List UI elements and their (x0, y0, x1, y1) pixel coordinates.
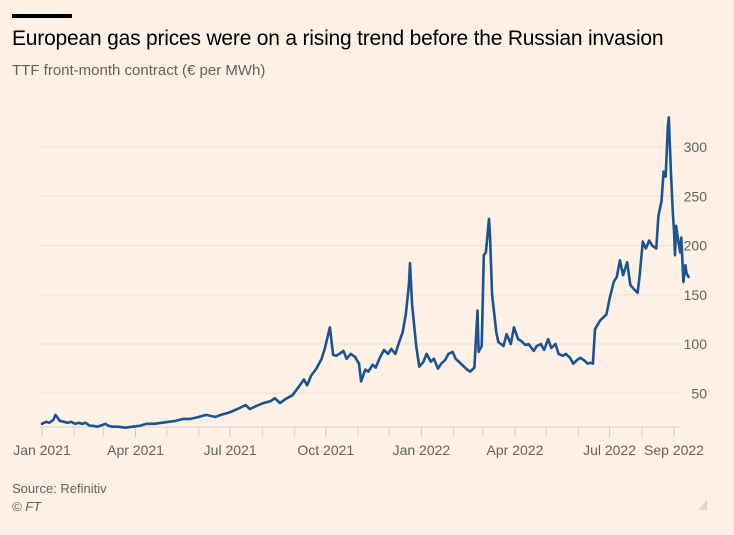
x-tick-label: Apr 2021 (107, 442, 164, 458)
y-tick-label-250: 250 (684, 188, 708, 204)
x-tick-label: Jul 2022 (583, 442, 636, 458)
y-tick-label-50: 50 (691, 385, 707, 401)
y-tick-label-300: 300 (684, 139, 708, 155)
title-accent-bar (12, 14, 72, 18)
chart-title: European gas prices were on a rising tre… (12, 27, 664, 50)
x-axis (40, 426, 680, 437)
x-tick-label: Jul 2021 (204, 442, 257, 458)
chart-subtitle: TTF front-month contract (€ per MWh) (12, 62, 266, 79)
gridlines (40, 146, 680, 394)
y-tick-label-100: 100 (684, 336, 708, 352)
x-tick-label: Oct 2021 (297, 442, 354, 458)
x-tick-label: Jan 2022 (393, 442, 451, 458)
y-axis-labels: 50 100 150 200 250 300 (684, 139, 708, 401)
series-line-ttf (40, 116, 690, 429)
copyright-note: © FT (12, 499, 42, 514)
resize-handle-icon[interactable] (698, 500, 707, 510)
y-tick-label-150: 150 (684, 287, 708, 303)
x-axis-labels: Jan 2021 Apr 2021 Jul 2021 Oct 2021 Jan 2022… (13, 442, 704, 458)
x-tick-label: Apr 2022 (487, 442, 544, 458)
y-tick-label-200: 200 (684, 238, 708, 254)
x-tick-label: Sep 2022 (644, 442, 704, 458)
x-tick-label: Jan 2021 (13, 442, 71, 458)
source-note: Source: Refinitiv (12, 481, 107, 496)
